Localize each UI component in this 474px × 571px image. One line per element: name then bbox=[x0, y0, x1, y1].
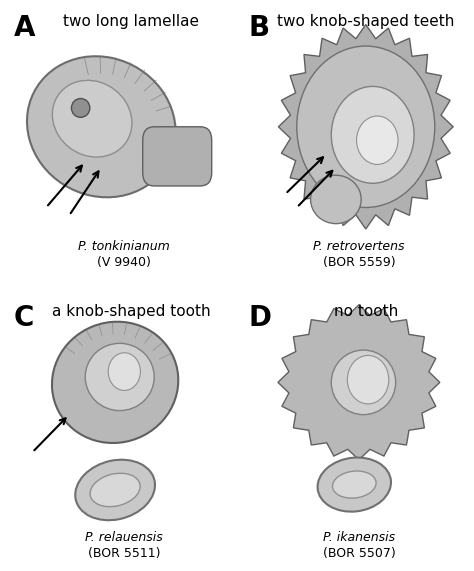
Text: no tooth: no tooth bbox=[334, 304, 398, 319]
Circle shape bbox=[347, 355, 389, 404]
Text: A: A bbox=[14, 14, 36, 42]
Text: B: B bbox=[248, 14, 270, 42]
Circle shape bbox=[297, 46, 435, 207]
Ellipse shape bbox=[75, 460, 155, 520]
Text: (V 9940): (V 9940) bbox=[97, 256, 151, 270]
Text: D: D bbox=[248, 304, 272, 332]
Ellipse shape bbox=[318, 457, 391, 512]
Ellipse shape bbox=[90, 473, 140, 506]
Polygon shape bbox=[278, 305, 440, 460]
Text: two knob-shaped teeth: two knob-shaped teeth bbox=[277, 14, 455, 29]
FancyBboxPatch shape bbox=[143, 127, 212, 186]
Text: (BOR 5507): (BOR 5507) bbox=[322, 547, 395, 560]
Text: P. ikanensis: P. ikanensis bbox=[323, 531, 395, 544]
Text: (BOR 5511): (BOR 5511) bbox=[88, 547, 161, 560]
Circle shape bbox=[356, 116, 398, 164]
Ellipse shape bbox=[27, 56, 176, 198]
Ellipse shape bbox=[331, 350, 396, 415]
Ellipse shape bbox=[72, 99, 90, 118]
Text: P. tonkinianum: P. tonkinianum bbox=[78, 240, 170, 253]
Ellipse shape bbox=[85, 343, 154, 411]
Ellipse shape bbox=[332, 471, 376, 498]
Text: P. relauensis: P. relauensis bbox=[85, 531, 163, 544]
Text: two long lamellae: two long lamellae bbox=[63, 14, 199, 29]
Ellipse shape bbox=[52, 321, 178, 443]
Text: a knob-shaped tooth: a knob-shaped tooth bbox=[52, 304, 210, 319]
Text: P. retrovertens: P. retrovertens bbox=[313, 240, 405, 253]
Ellipse shape bbox=[52, 81, 132, 157]
Text: (BOR 5559): (BOR 5559) bbox=[323, 256, 395, 270]
Circle shape bbox=[108, 353, 140, 391]
Ellipse shape bbox=[310, 175, 361, 224]
Circle shape bbox=[331, 86, 414, 183]
Text: C: C bbox=[14, 304, 34, 332]
Polygon shape bbox=[278, 25, 453, 229]
